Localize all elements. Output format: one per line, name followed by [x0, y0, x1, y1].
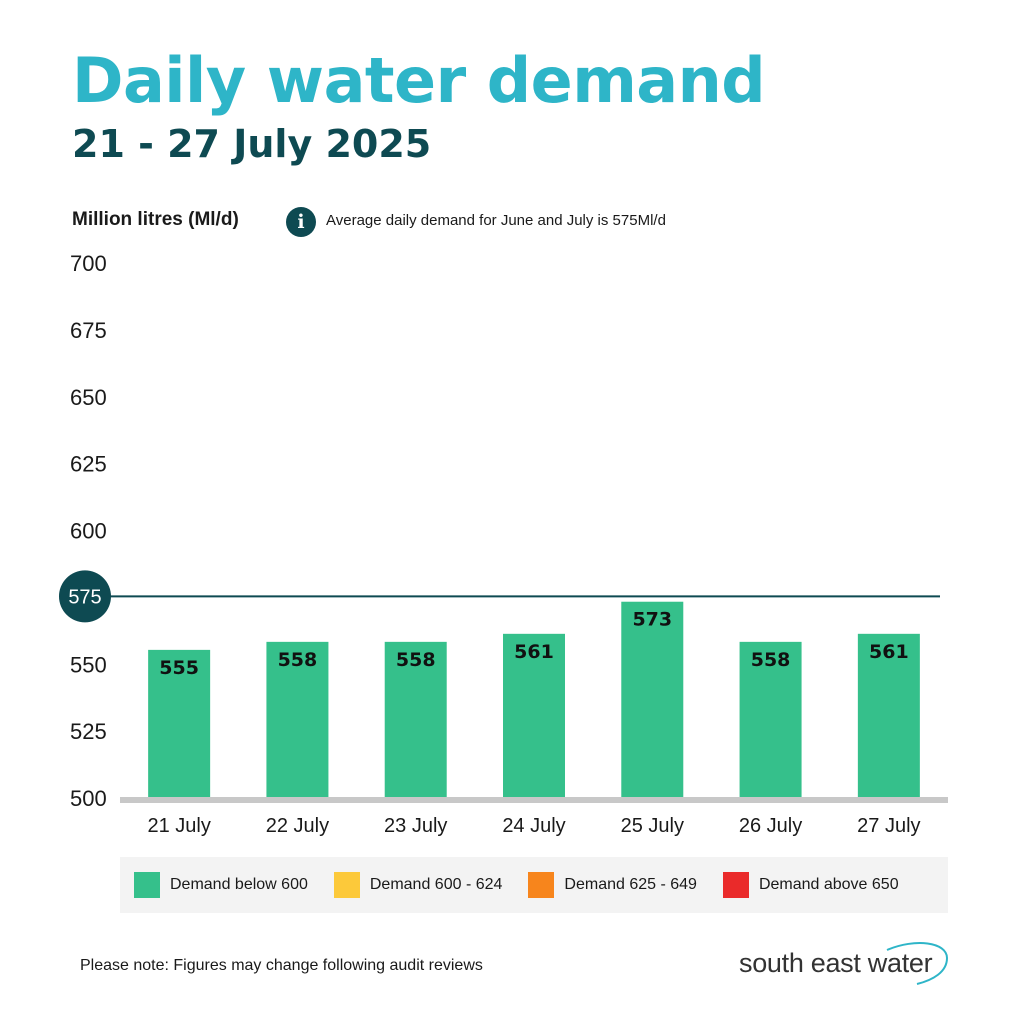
legend-swatch [528, 872, 555, 898]
y-tick-label: 500 [70, 786, 107, 811]
legend-item: Demand 625 - 649 [528, 872, 697, 898]
x-category-label: 24 July [502, 815, 565, 837]
legend-label: Demand 625 - 649 [564, 876, 697, 893]
x-category-label: 23 July [384, 815, 447, 837]
bar-value-label: 561 [514, 641, 554, 663]
bar-value-label: 558 [751, 649, 791, 671]
bar-value-label: 558 [396, 649, 436, 671]
bar [503, 633, 565, 797]
y-tick-label: 525 [70, 719, 107, 744]
legend-swatch [333, 872, 360, 898]
x-axis-line [120, 797, 948, 803]
bar-value-label: 561 [869, 641, 909, 663]
legend-swatch [722, 872, 749, 898]
y-tick-label: 650 [70, 385, 107, 410]
date-range-subtitle: 21 - 27 July 2025 [72, 122, 432, 166]
legend-label: Demand 600 - 624 [369, 876, 503, 893]
legend-label: Demand above 650 [758, 876, 899, 893]
bar-value-label: 555 [159, 657, 199, 679]
y-tick-label: 700 [70, 251, 107, 276]
y-tick-label: 550 [70, 652, 107, 677]
average-demand-note: Average daily demand for June and July i… [326, 212, 666, 229]
bar [148, 649, 211, 797]
legend-item: Demand below 600 [134, 872, 308, 898]
x-category-label: 27 July [857, 815, 920, 837]
y-tick-label: 675 [70, 318, 107, 343]
logo-wordmark: south east water [739, 948, 933, 978]
x-category-label: 26 July [739, 815, 802, 837]
y-tick-label: 625 [70, 452, 107, 477]
legend-item: Demand 600 - 624 [333, 872, 503, 898]
average-badge-label: 575 [68, 586, 101, 608]
info-icon: i [286, 207, 316, 237]
bar [739, 641, 802, 797]
legend-swatch [134, 872, 160, 898]
y-axis-unit-label: Million litres (Ml/d) [72, 209, 239, 230]
legend-label: Demand below 600 [170, 876, 308, 893]
bar [266, 641, 329, 797]
footnote: Please note: Figures may change followin… [80, 957, 483, 974]
x-category-label: 22 July [266, 815, 329, 837]
legend: Demand below 600 Demand 600 - 624 Demand 6… [120, 857, 948, 913]
y-tick-label: 600 [70, 519, 107, 544]
x-category-label: 25 July [621, 815, 684, 837]
x-category-label: 21 July [147, 815, 210, 837]
bar [621, 601, 684, 797]
bar [857, 633, 920, 797]
bar-value-label: 573 [632, 609, 672, 631]
bar [384, 641, 447, 797]
page-title: Daily water demand [72, 44, 766, 117]
bar-value-label: 558 [278, 649, 318, 671]
logo-swoosh-icon [886, 942, 949, 985]
average-badge [59, 570, 111, 623]
brand-logo: south east water [737, 938, 957, 988]
legend-item: Demand above 650 [722, 872, 899, 898]
